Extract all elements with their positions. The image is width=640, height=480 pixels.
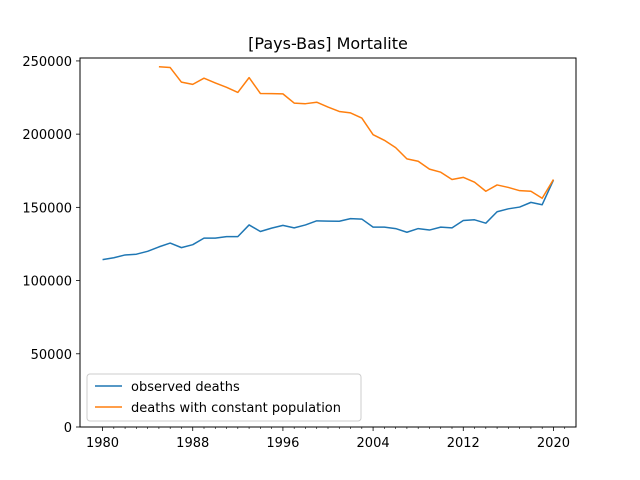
y-tick-label: 250000 [22, 55, 72, 70]
plot-frame [79, 57, 577, 428]
x-axis: 1980 1988 1996 2004 2012 2020 [86, 427, 570, 451]
chart-title: [Pays-Bas] Mortalite [248, 34, 408, 53]
plot-lines [102, 66, 555, 261]
x-tick-label: 2004 [357, 436, 390, 451]
y-tick-label: 100000 [22, 275, 72, 290]
y-axis: 0 50000 100000 150000 200000 250000 [22, 55, 80, 436]
legend: observed deaths deaths with constant popu… [86, 373, 362, 422]
y-tick-label: 200000 [22, 128, 72, 143]
y-tick-label: 0 [64, 421, 72, 436]
x-tick-label: 2020 [537, 436, 570, 451]
y-tick-label: 150000 [22, 201, 72, 216]
y-tick-label: 50000 [31, 348, 72, 363]
x-tick-label: 1980 [86, 436, 119, 451]
legend-label-2: deaths with constant population [131, 401, 341, 416]
legend-box [86, 373, 362, 422]
x-tick-label: 2012 [447, 436, 480, 451]
series-line-2 [158, 66, 555, 200]
series-line-1 [102, 179, 555, 261]
legend-label-1: observed deaths [131, 380, 240, 395]
x-tick-label: 1988 [176, 436, 209, 451]
x-tick-label: 1996 [266, 436, 299, 451]
